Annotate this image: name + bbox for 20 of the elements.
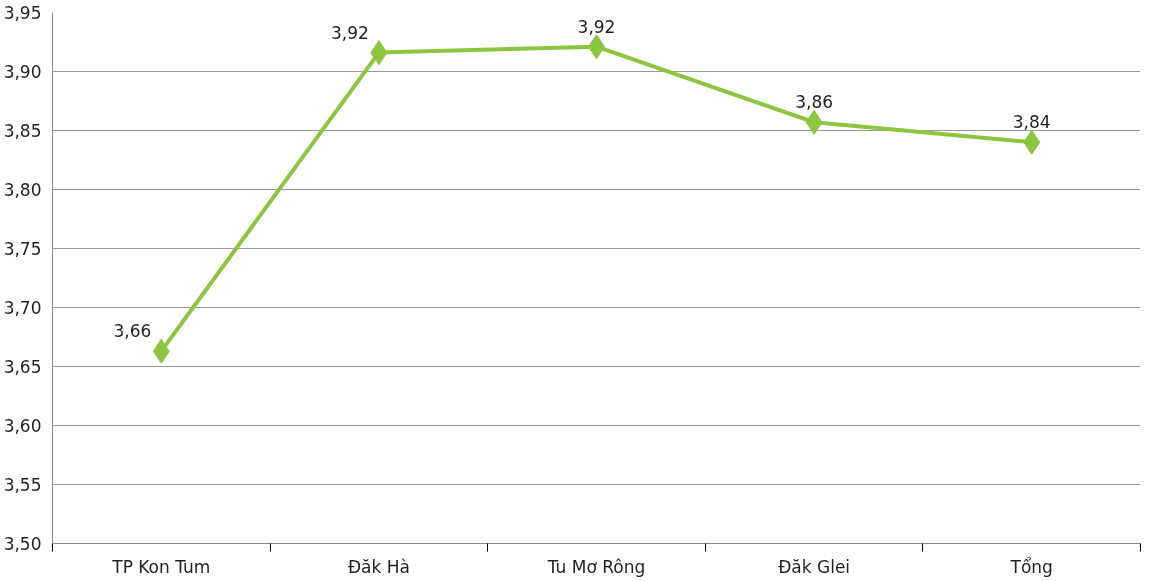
- x-tick-label: Tu Mơ Rông: [546, 556, 646, 577]
- data-label: 3,92: [577, 16, 616, 37]
- y-tick-label: 3,80: [3, 180, 42, 200]
- data-label: 3,66: [113, 321, 152, 342]
- x-tick-label: Tổng: [1009, 556, 1053, 577]
- y-tick-label: 3,90: [3, 62, 42, 82]
- y-tick-label: 3,55: [3, 475, 42, 495]
- y-tick-label: 3,70: [3, 298, 42, 318]
- y-tick-label: 3,65: [3, 357, 42, 377]
- data-label: 3,86: [795, 92, 834, 113]
- y-tick-label: 3,75: [3, 239, 42, 259]
- data-label: 3,92: [331, 22, 369, 43]
- y-tick-label: 3,60: [3, 416, 42, 436]
- y-tick-label: 3,50: [3, 534, 42, 554]
- x-tick-label: Đăk Glei: [778, 556, 851, 577]
- x-tick-label: Đăk Hà: [347, 556, 410, 577]
- y-tick-label: 3,85: [3, 121, 42, 141]
- data-label: 3,84: [1012, 112, 1051, 133]
- x-tick-label: TP Kon Tum: [111, 556, 211, 577]
- y-tick-label: 3,95: [3, 3, 42, 23]
